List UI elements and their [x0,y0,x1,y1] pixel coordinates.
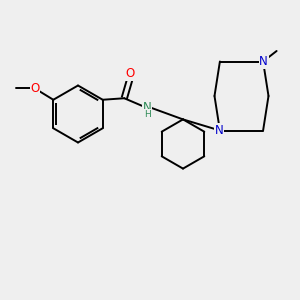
Text: O: O [30,82,39,94]
Text: O: O [125,67,135,80]
Text: N: N [259,55,268,68]
Text: N: N [215,124,224,137]
Text: N: N [143,101,152,114]
Text: H: H [144,110,151,119]
